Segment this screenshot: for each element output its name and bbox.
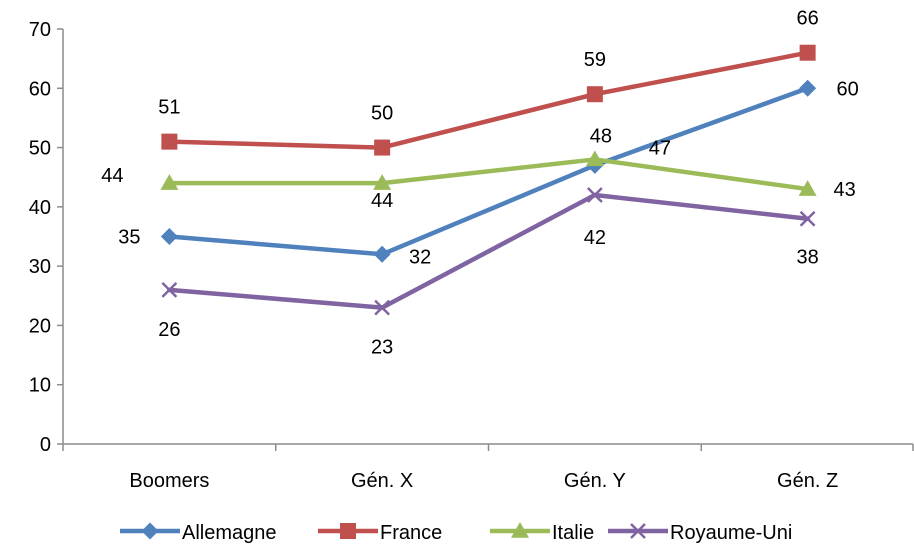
legend-item: Allemagne (120, 522, 277, 544)
data-label: 44 (101, 165, 123, 187)
data-point-marker (160, 228, 178, 245)
data-label: 38 (797, 247, 819, 269)
data-label: 44 (371, 190, 393, 212)
x-category-label: Gén. Z (777, 470, 838, 492)
legend-label: France (380, 522, 442, 544)
legend-item: France (318, 522, 442, 544)
data-label: 51 (158, 97, 180, 119)
legend-swatch-marker (141, 522, 159, 540)
y-tick-label: 40 (29, 197, 51, 219)
data-point-marker (373, 245, 391, 263)
data-label: 35 (118, 227, 140, 249)
legend: Allemagne France Italie Royaume-Uni (120, 522, 792, 544)
data-point-marker (586, 86, 603, 103)
data-point-marker (799, 79, 817, 97)
data-label: 48 (590, 125, 612, 147)
data-label: 42 (584, 227, 606, 249)
series-italie (160, 150, 817, 196)
legend-swatch-marker (630, 523, 646, 539)
legend-item: Royaume-Uni (608, 522, 792, 544)
series-france (161, 44, 816, 156)
data-label: 47 (649, 137, 671, 159)
data-label: 43 (834, 179, 856, 201)
x-category-label: Gén. Y (564, 470, 626, 492)
x-category-label: Gén. X (351, 470, 413, 492)
y-tick-label: 30 (29, 256, 51, 278)
data-point-marker (798, 180, 817, 196)
legend-swatch-marker (511, 522, 529, 538)
series-line (167, 157, 810, 192)
data-point-marker (374, 139, 391, 156)
legend-label: Italie (552, 522, 594, 544)
series-line (167, 192, 810, 310)
data-point-marker (374, 299, 391, 316)
legend-swatch-marker (340, 523, 356, 539)
legend-label: Allemagne (182, 522, 277, 544)
data-label: 66 (797, 8, 819, 30)
series-royaume-uni (161, 187, 816, 316)
series-layer (160, 44, 817, 316)
data-point-marker (160, 174, 179, 190)
y-tick-label: 10 (29, 375, 51, 397)
legend-item: Italie (490, 522, 594, 544)
data-point-marker (585, 150, 604, 167)
data-labels: 35 32 47 60 51 50 59 66 44 44 48 43 26 23 42 38 (101, 8, 859, 359)
y-tick-label: 60 (29, 78, 51, 100)
y-tick-label: 50 (29, 138, 51, 160)
data-label: 50 (371, 103, 393, 125)
y-tick-label: 20 (29, 315, 51, 337)
y-tick-label: 70 (29, 19, 51, 41)
y-tick-label: 0 (40, 434, 51, 456)
data-label: 59 (584, 49, 606, 71)
series-line (167, 50, 810, 150)
data-point-marker (161, 133, 178, 150)
x-category-label: Boomers (129, 470, 209, 492)
data-point-marker (373, 174, 392, 190)
data-label: 60 (837, 78, 859, 100)
data-point-marker (799, 210, 816, 227)
series-line (167, 86, 810, 257)
legend-label: Royaume-Uni (670, 522, 792, 544)
axes: 0 10 20 30 40 50 60 70 Boomers Gén. X Gén. Y Gén. Z (29, 19, 914, 492)
data-point-marker (799, 44, 816, 61)
data-label: 26 (158, 319, 180, 341)
data-point-marker (586, 187, 603, 203)
data-label: 32 (409, 246, 431, 268)
data-point-marker (161, 281, 178, 298)
data-label: 23 (371, 337, 393, 359)
